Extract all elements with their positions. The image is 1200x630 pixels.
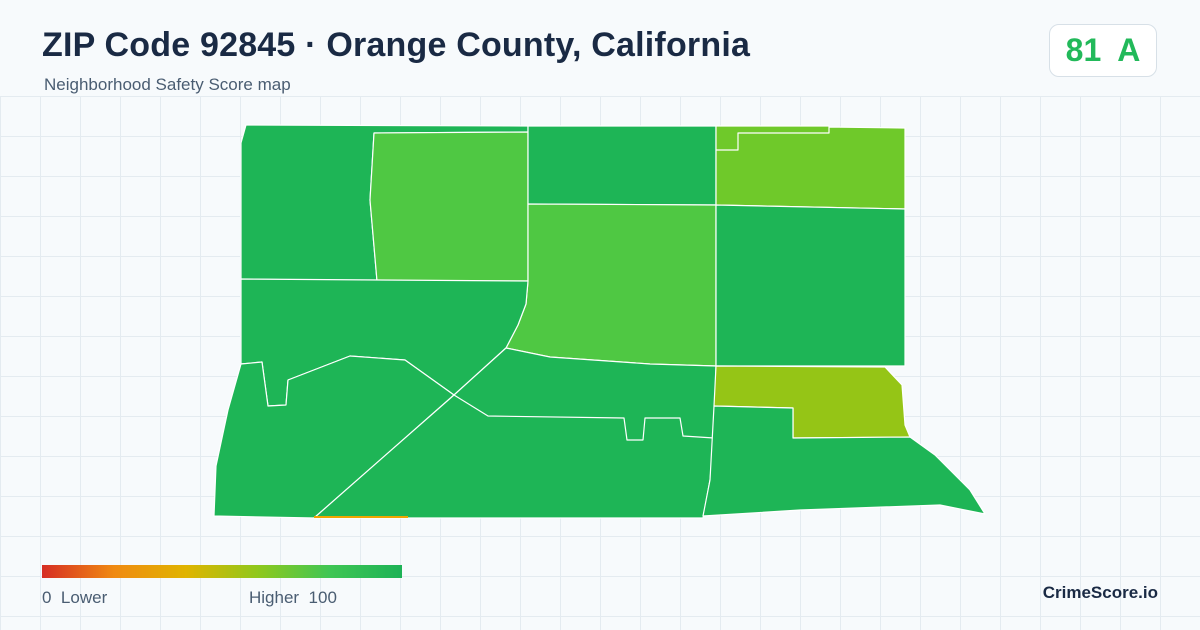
header-band <box>0 0 1200 96</box>
map-region-central[interactable] <box>505 203 717 367</box>
map-region-south-central[interactable] <box>313 347 717 519</box>
map-region-southwest[interactable] <box>213 355 455 519</box>
legend-min: 0 <box>42 588 52 607</box>
score-grade: A <box>1117 32 1141 68</box>
map-region-north-central-west[interactable] <box>369 131 529 282</box>
legend-high-end: Higher 100 <box>249 588 337 608</box>
safety-score-card: 81 A <box>1049 24 1157 77</box>
legend-high-label: Higher <box>249 588 300 607</box>
brand-name: CrimeScore.io <box>1042 583 1158 602</box>
legend-gradient-bar <box>42 565 402 578</box>
page-subtitle: Neighborhood Safety Score map <box>44 75 291 94</box>
score-legend: 0 Lower Higher 100 <box>42 565 402 610</box>
score-value: 81 <box>1065 32 1102 68</box>
map-region-south-edge-strip[interactable] <box>314 516 408 518</box>
map-region-north-central[interactable] <box>527 125 717 206</box>
page-title: ZIP Code 92845 · Orange County, Californ… <box>42 26 751 64</box>
map-region-east[interactable] <box>715 204 906 367</box>
map-region-northeast[interactable] <box>715 125 906 210</box>
legend-low-end: 0 Lower <box>42 588 107 608</box>
map-region-southeast[interactable] <box>702 405 986 517</box>
legend-low-label: Lower <box>60 588 108 607</box>
legend-max: 100 <box>308 588 337 607</box>
